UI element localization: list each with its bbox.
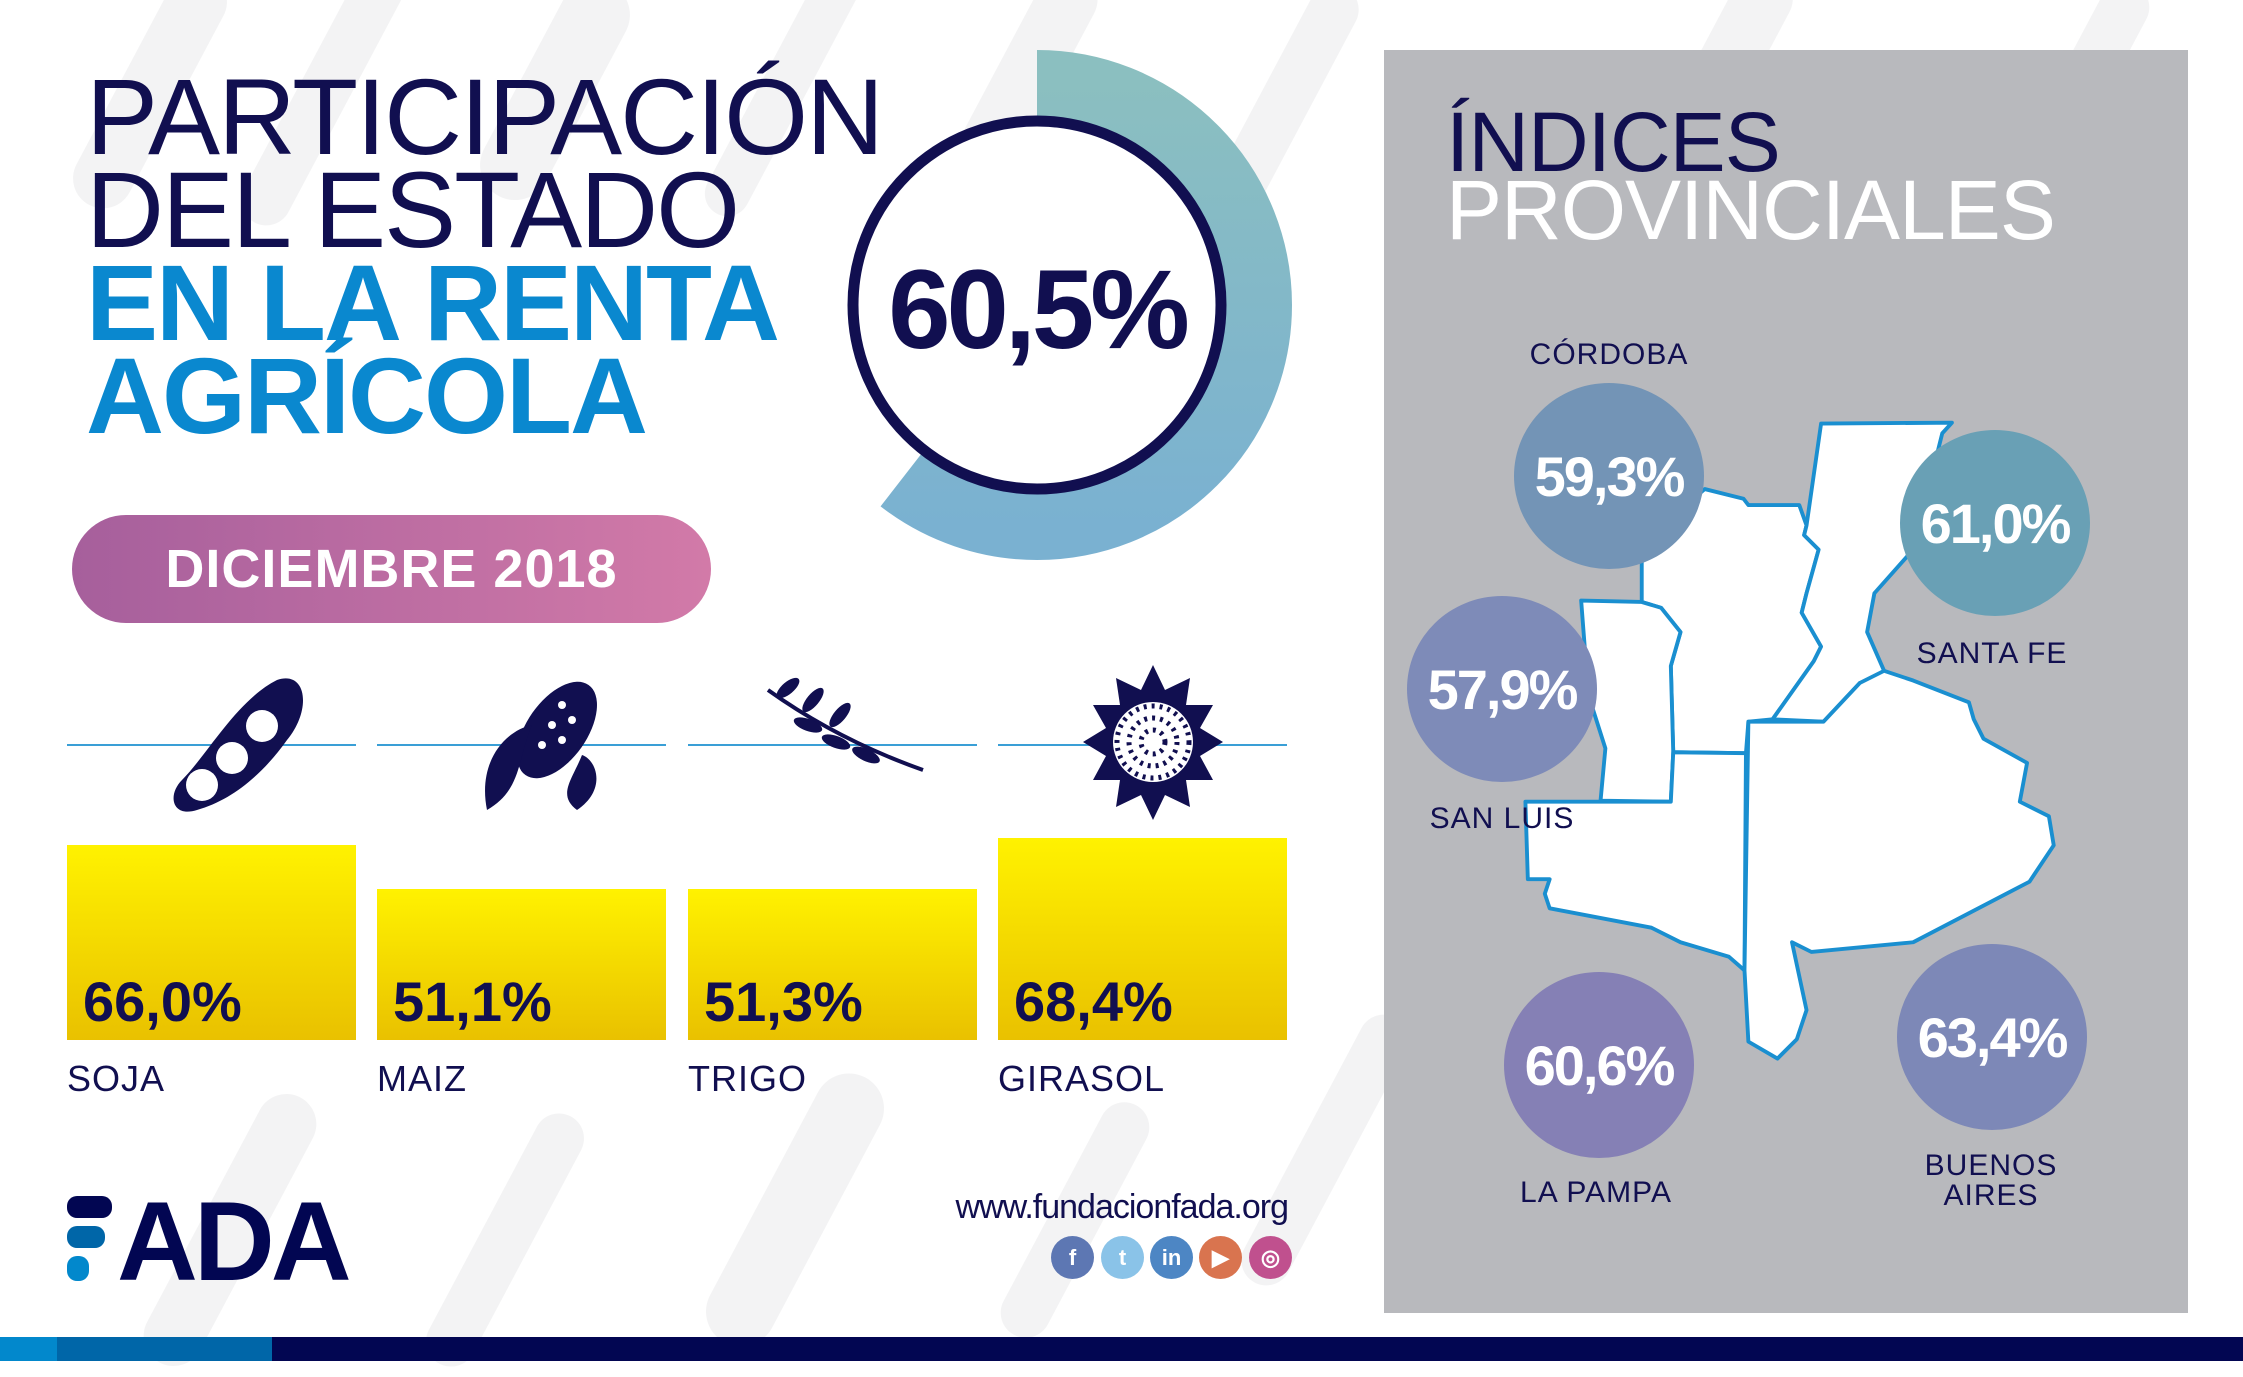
crop-column: 66,0% SOJA <box>67 640 356 1100</box>
sunflower-icon <box>1083 665 1223 820</box>
twitter-icon[interactable]: t <box>1101 1236 1144 1279</box>
title-line: PARTICIPACIÓN <box>86 56 884 177</box>
panel-title: ÍNDICES PROVINCIALES <box>1446 95 2056 257</box>
title-line: AGRÍCOLA <box>86 335 648 456</box>
province-index-bubble: 61,0% <box>1900 430 2090 616</box>
province-name: SANTA FE <box>1842 639 2142 669</box>
crop-value: 68,4% <box>1014 970 1173 1033</box>
province-name-text: BUENOS <box>1924 1149 2058 1182</box>
crop-bar <box>998 838 1287 1040</box>
province-index-bubble: 59,3% <box>1514 383 1704 569</box>
province-name-text: LA PAMPA <box>1520 1176 1672 1209</box>
fada-logo: ADA <box>67 1196 353 1286</box>
map-buenos-aires <box>1742 668 2056 1061</box>
crop-column: 51,1% MAIZ <box>377 640 666 1100</box>
crop-value: 51,1% <box>393 970 552 1033</box>
crop-column: 68,4% GIRASOL <box>998 640 1287 1100</box>
crop-bar <box>688 888 977 1040</box>
donut-arc <box>782 50 1292 560</box>
province-name-text: SAN LUIS <box>1429 802 1575 835</box>
panel-title-line1: ÍNDICES <box>1446 95 1781 189</box>
bottom-bar <box>0 1337 2243 1361</box>
donut-inner-circle <box>847 115 1227 495</box>
map-la-pampa <box>1523 750 1748 973</box>
province-index-bubble: 57,9% <box>1407 596 1597 782</box>
period-label: DICIEMBRE 2018 <box>165 539 618 599</box>
instagram-icon[interactable]: ◎ <box>1249 1236 1292 1279</box>
crop-name: GIRASOL <box>998 1058 1166 1099</box>
crop-column: 51,3% TRIGO <box>688 640 977 1100</box>
crop-name: TRIGO <box>688 1058 807 1099</box>
website-link[interactable]: www.fundacionfada.org <box>955 1188 1289 1226</box>
crop-bar <box>67 845 356 1040</box>
province-name: BUENOS AIRES <box>1841 1151 2141 1211</box>
youtube-icon[interactable]: ▶ <box>1199 1236 1242 1279</box>
linkedin-icon[interactable]: in <box>1150 1236 1193 1279</box>
province-name-text: CÓRDOBA <box>1529 338 1689 371</box>
crop-value: 66,0% <box>83 970 242 1033</box>
province-index-bubble: 60,6% <box>1504 972 1694 1158</box>
province-name: LA PAMPA <box>1446 1178 1746 1208</box>
title-line: DEL ESTADO <box>86 149 740 270</box>
headline-donut <box>782 50 1292 560</box>
province-name: SAN LUIS <box>1352 804 1652 834</box>
period-badge: DICIEMBRE 2018 <box>72 515 711 623</box>
corn-icon <box>485 681 597 810</box>
crop-bar <box>377 889 666 1040</box>
province-name: CÓRDOBA <box>1459 340 1759 370</box>
crop-name: SOJA <box>67 1058 166 1099</box>
province-index-bubble: 63,4% <box>1897 944 2087 1130</box>
soybean-icon <box>173 678 304 812</box>
svg-text:ADA: ADA <box>117 1196 349 1286</box>
wheat-icon <box>766 677 924 772</box>
crop-value: 51,3% <box>704 970 863 1033</box>
page-title: PARTICIPACIÓN DEL ESTADO EN LA RENTA AGR… <box>86 56 884 456</box>
panel-title-line2: PROVINCIALES <box>1446 163 2056 257</box>
headline-value: 60,5% <box>888 247 1190 372</box>
crop-name: MAIZ <box>377 1058 467 1099</box>
province-name-text: SANTA FE <box>1916 637 2068 670</box>
facebook-icon[interactable]: f <box>1051 1236 1094 1279</box>
province-name-text: AIRES <box>1943 1179 2039 1212</box>
title-line: EN LA RENTA <box>86 242 780 363</box>
